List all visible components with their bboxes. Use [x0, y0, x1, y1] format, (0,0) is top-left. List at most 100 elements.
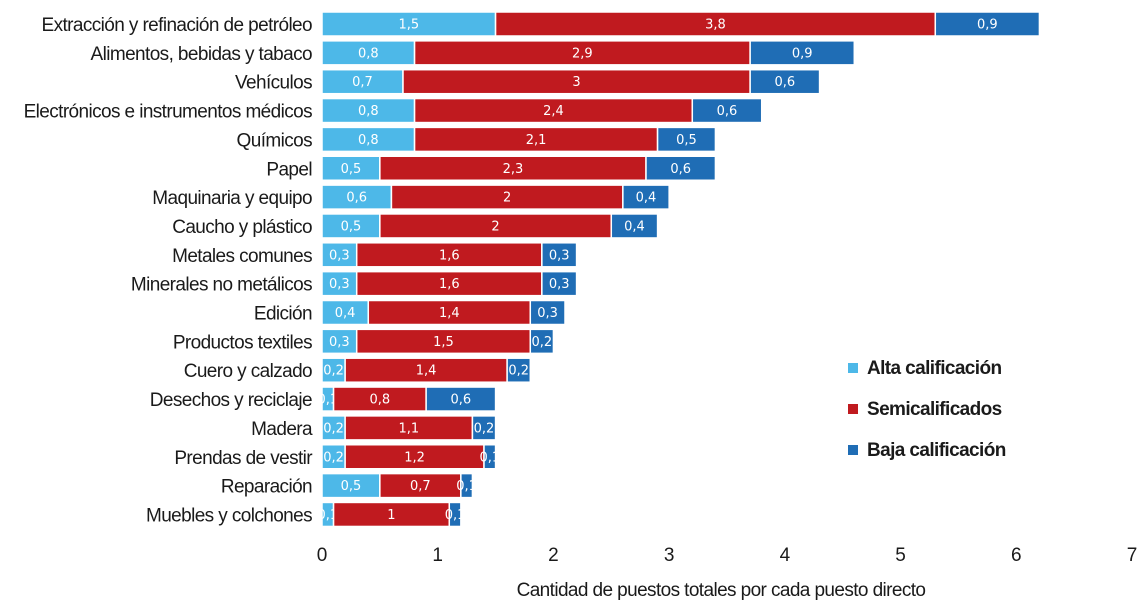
x-tick-label-4: 4: [780, 545, 791, 566]
bar-segment-semicalificados-vehiculos: [402, 68, 751, 95]
data-label-baja-calificacion-madera: 0,2: [474, 421, 495, 436]
data-label-alta-calificacion-papel: 0,5: [341, 162, 362, 177]
data-label-alta-calificacion-extraccion-y-refinacion-de-petroleo: 1,5: [398, 18, 419, 33]
legend-swatch-baja-calificacion: [848, 445, 858, 455]
data-label-alta-calificacion-electronicos-e-instrumentos-medicos: 0,8: [358, 104, 379, 119]
category-label-extraccion-y-refinacion-de-petroleo: Extracción y refinación de petróleo: [42, 15, 313, 36]
bar-segment-semicalificados-extraccion-y-refinacion-de-petroleo: [494, 11, 937, 37]
bar-segment-baja-calificacion-edicion: [529, 299, 566, 326]
bar-segment-baja-calificacion-reparacion: [460, 472, 474, 499]
bar-segment-alta-calificacion-reparacion: [321, 472, 381, 499]
bar-segment-semicalificados-maquinaria-y-equipo: [390, 184, 624, 210]
bar-segment-semicalificados-quimicos: [413, 126, 659, 153]
legend-label-semicalificados: Semicalificados: [867, 399, 1002, 420]
category-label-madera: Madera: [251, 419, 313, 440]
bar-segment-alta-calificacion-edicion: [321, 299, 370, 326]
x-tick-label-1: 1: [432, 545, 443, 566]
data-label-baja-calificacion-metales-comunes: 0,3: [549, 248, 570, 263]
bar-segment-semicalificados-minerales-no-metalicos: [355, 270, 543, 297]
bar-segment-baja-calificacion-cuero-y-calzado: [506, 357, 532, 383]
bar-segment-baja-calificacion-desechos-y-reciclaje: [425, 386, 497, 412]
category-label-alimentos-bebidas-y-tabaco: Alimentos, bebidas y tabaco: [91, 44, 312, 65]
data-label-alta-calificacion-caucho-y-plastico: 0,5: [341, 219, 362, 234]
data-label-baja-calificacion-edicion: 0,3: [537, 306, 558, 321]
bar-segment-baja-calificacion-papel: [645, 155, 717, 181]
data-label-baja-calificacion-desechos-y-reciclaje: 0,6: [451, 393, 472, 408]
bar-segment-baja-calificacion-metales-comunes: [541, 242, 578, 268]
category-label-cuero-y-calzado: Cuero y calzado: [184, 361, 312, 382]
bars-layer: 1,5 3,8 0,9 0,8 2,9 0,9 0,7 3 0,6 0,8 2,4 0,6 0,8 2,1…: [317, 11, 1041, 528]
data-label-semicalificados-metales-comunes: 1,6: [439, 248, 460, 263]
data-label-alta-calificacion-prendas-de-vestir: 0,2: [323, 450, 344, 465]
data-label-semicalificados-madera: 1,1: [398, 421, 419, 436]
bar-segment-baja-calificacion-vehiculos: [749, 68, 821, 95]
category-label-reparacion: Reparación: [221, 477, 312, 498]
data-label-baja-calificacion-productos-textiles: 0,2: [532, 335, 553, 350]
category-label-prendas-de-vestir: Prendas de vestir: [174, 448, 313, 469]
data-label-semicalificados-edicion: 1,4: [439, 306, 460, 321]
bar-segment-baja-calificacion-minerales-no-metalicos: [541, 270, 578, 297]
bar-segment-semicalificados-desechos-y-reciclaje: [332, 386, 427, 412]
legend: Alta calificación Semicalificados Baja cal…: [848, 358, 1006, 461]
data-label-baja-calificacion-cuero-y-calzado: 0,2: [508, 364, 529, 379]
category-label-caucho-y-plastico: Caucho y plástico: [172, 217, 312, 238]
category-label-quimicos: Químicos: [237, 130, 313, 151]
data-label-alta-calificacion-metales-comunes: 0,3: [329, 248, 350, 263]
bar-segment-semicalificados-prendas-de-vestir: [344, 444, 485, 470]
data-label-baja-calificacion-vehiculos: 0,6: [775, 75, 796, 90]
data-label-baja-calificacion-papel: 0,6: [670, 162, 691, 177]
bar-segment-baja-calificacion-maquinaria-y-equipo: [622, 184, 670, 210]
category-labels: Extracción y refinación de petróleo Alime…: [24, 15, 314, 526]
data-label-semicalificados-muebles-y-colchones: 1: [387, 508, 395, 523]
bar-segment-baja-calificacion-caucho-y-plastico: [610, 213, 659, 239]
data-label-semicalificados-vehiculos: 3: [572, 75, 580, 90]
legend-label-alta-calificacion: Alta calificación: [867, 358, 1001, 379]
data-label-baja-calificacion-reparacion: 0,1: [456, 479, 477, 494]
bar-segment-baja-calificacion-extraccion-y-refinacion-de-petroleo: [934, 11, 1041, 37]
data-label-baja-calificacion-electronicos-e-instrumentos-medicos: 0,6: [717, 104, 738, 119]
data-label-alta-calificacion-edicion: 0,4: [335, 306, 356, 321]
data-label-semicalificados-maquinaria-y-equipo: 2: [503, 191, 511, 206]
category-label-vehiculos: Vehículos: [235, 73, 312, 94]
legend-swatch-semicalificados: [848, 404, 858, 414]
data-label-semicalificados-papel: 2,3: [503, 162, 524, 177]
bar-segment-semicalificados-alimentos-bebidas-y-tabaco: [413, 40, 751, 66]
data-label-baja-calificacion-minerales-no-metalicos: 0,3: [549, 277, 570, 292]
bar-segment-baja-calificacion-quimicos: [656, 126, 717, 153]
bar-segment-alta-calificacion-quimicos: [321, 126, 416, 153]
data-label-alta-calificacion-alimentos-bebidas-y-tabaco: 0,8: [358, 46, 379, 61]
bar-segment-baja-calificacion-prendas-de-vestir: [483, 444, 497, 470]
data-label-semicalificados-productos-textiles: 1,5: [433, 335, 454, 350]
data-label-alta-calificacion-productos-textiles: 0,3: [329, 335, 350, 350]
data-label-semicalificados-minerales-no-metalicos: 1,6: [439, 277, 460, 292]
category-label-muebles-y-colchones: Muebles y colchones: [146, 505, 312, 526]
data-label-semicalificados-cuero-y-calzado: 1,4: [416, 364, 437, 379]
legend-label-baja-calificacion: Baja calificación: [867, 440, 1006, 461]
data-label-semicalificados-desechos-y-reciclaje: 0,8: [370, 393, 391, 408]
bar-segment-baja-calificacion-muebles-y-colchones: [448, 501, 462, 528]
category-label-maquinaria-y-equipo: Maquinaria y equipo: [152, 188, 312, 209]
data-label-semicalificados-prendas-de-vestir: 1,2: [404, 450, 425, 465]
legend-swatch-alta-calificacion: [848, 363, 858, 373]
bar-segment-semicalificados-madera: [344, 415, 474, 441]
bar-segment-baja-calificacion-alimentos-bebidas-y-tabaco: [749, 40, 856, 66]
data-label-alta-calificacion-vehiculos: 0,7: [352, 75, 373, 90]
data-label-alta-calificacion-maquinaria-y-equipo: 0,6: [346, 191, 367, 206]
x-tick-label-0: 0: [317, 545, 328, 566]
data-label-alta-calificacion-quimicos: 0,8: [358, 133, 379, 148]
category-label-edicion: Edición: [254, 304, 312, 325]
data-label-baja-calificacion-extraccion-y-refinacion-de-petroleo: 0,9: [977, 18, 998, 33]
category-label-papel: Papel: [266, 159, 312, 180]
category-label-metales-comunes: Metales comunes: [172, 246, 312, 267]
category-label-minerales-no-metalicos: Minerales no metálicos: [131, 275, 312, 296]
x-axis-ticks: 0 1 2 3 4 5 6 7: [317, 545, 1138, 566]
bar-segment-baja-calificacion-electronicos-e-instrumentos-medicos: [691, 97, 763, 124]
bar-segment-semicalificados-reparacion: [379, 472, 462, 499]
data-label-baja-calificacion-maquinaria-y-equipo: 0,4: [636, 191, 657, 206]
data-label-semicalificados-alimentos-bebidas-y-tabaco: 2,9: [572, 46, 593, 61]
bar-segment-alta-calificacion-extraccion-y-refinacion-de-petroleo: [321, 11, 497, 37]
data-label-alta-calificacion-reparacion: 0,5: [341, 479, 362, 494]
bar-segment-baja-calificacion-madera: [471, 415, 497, 441]
data-label-semicalificados-caucho-y-plastico: 2: [491, 219, 499, 234]
